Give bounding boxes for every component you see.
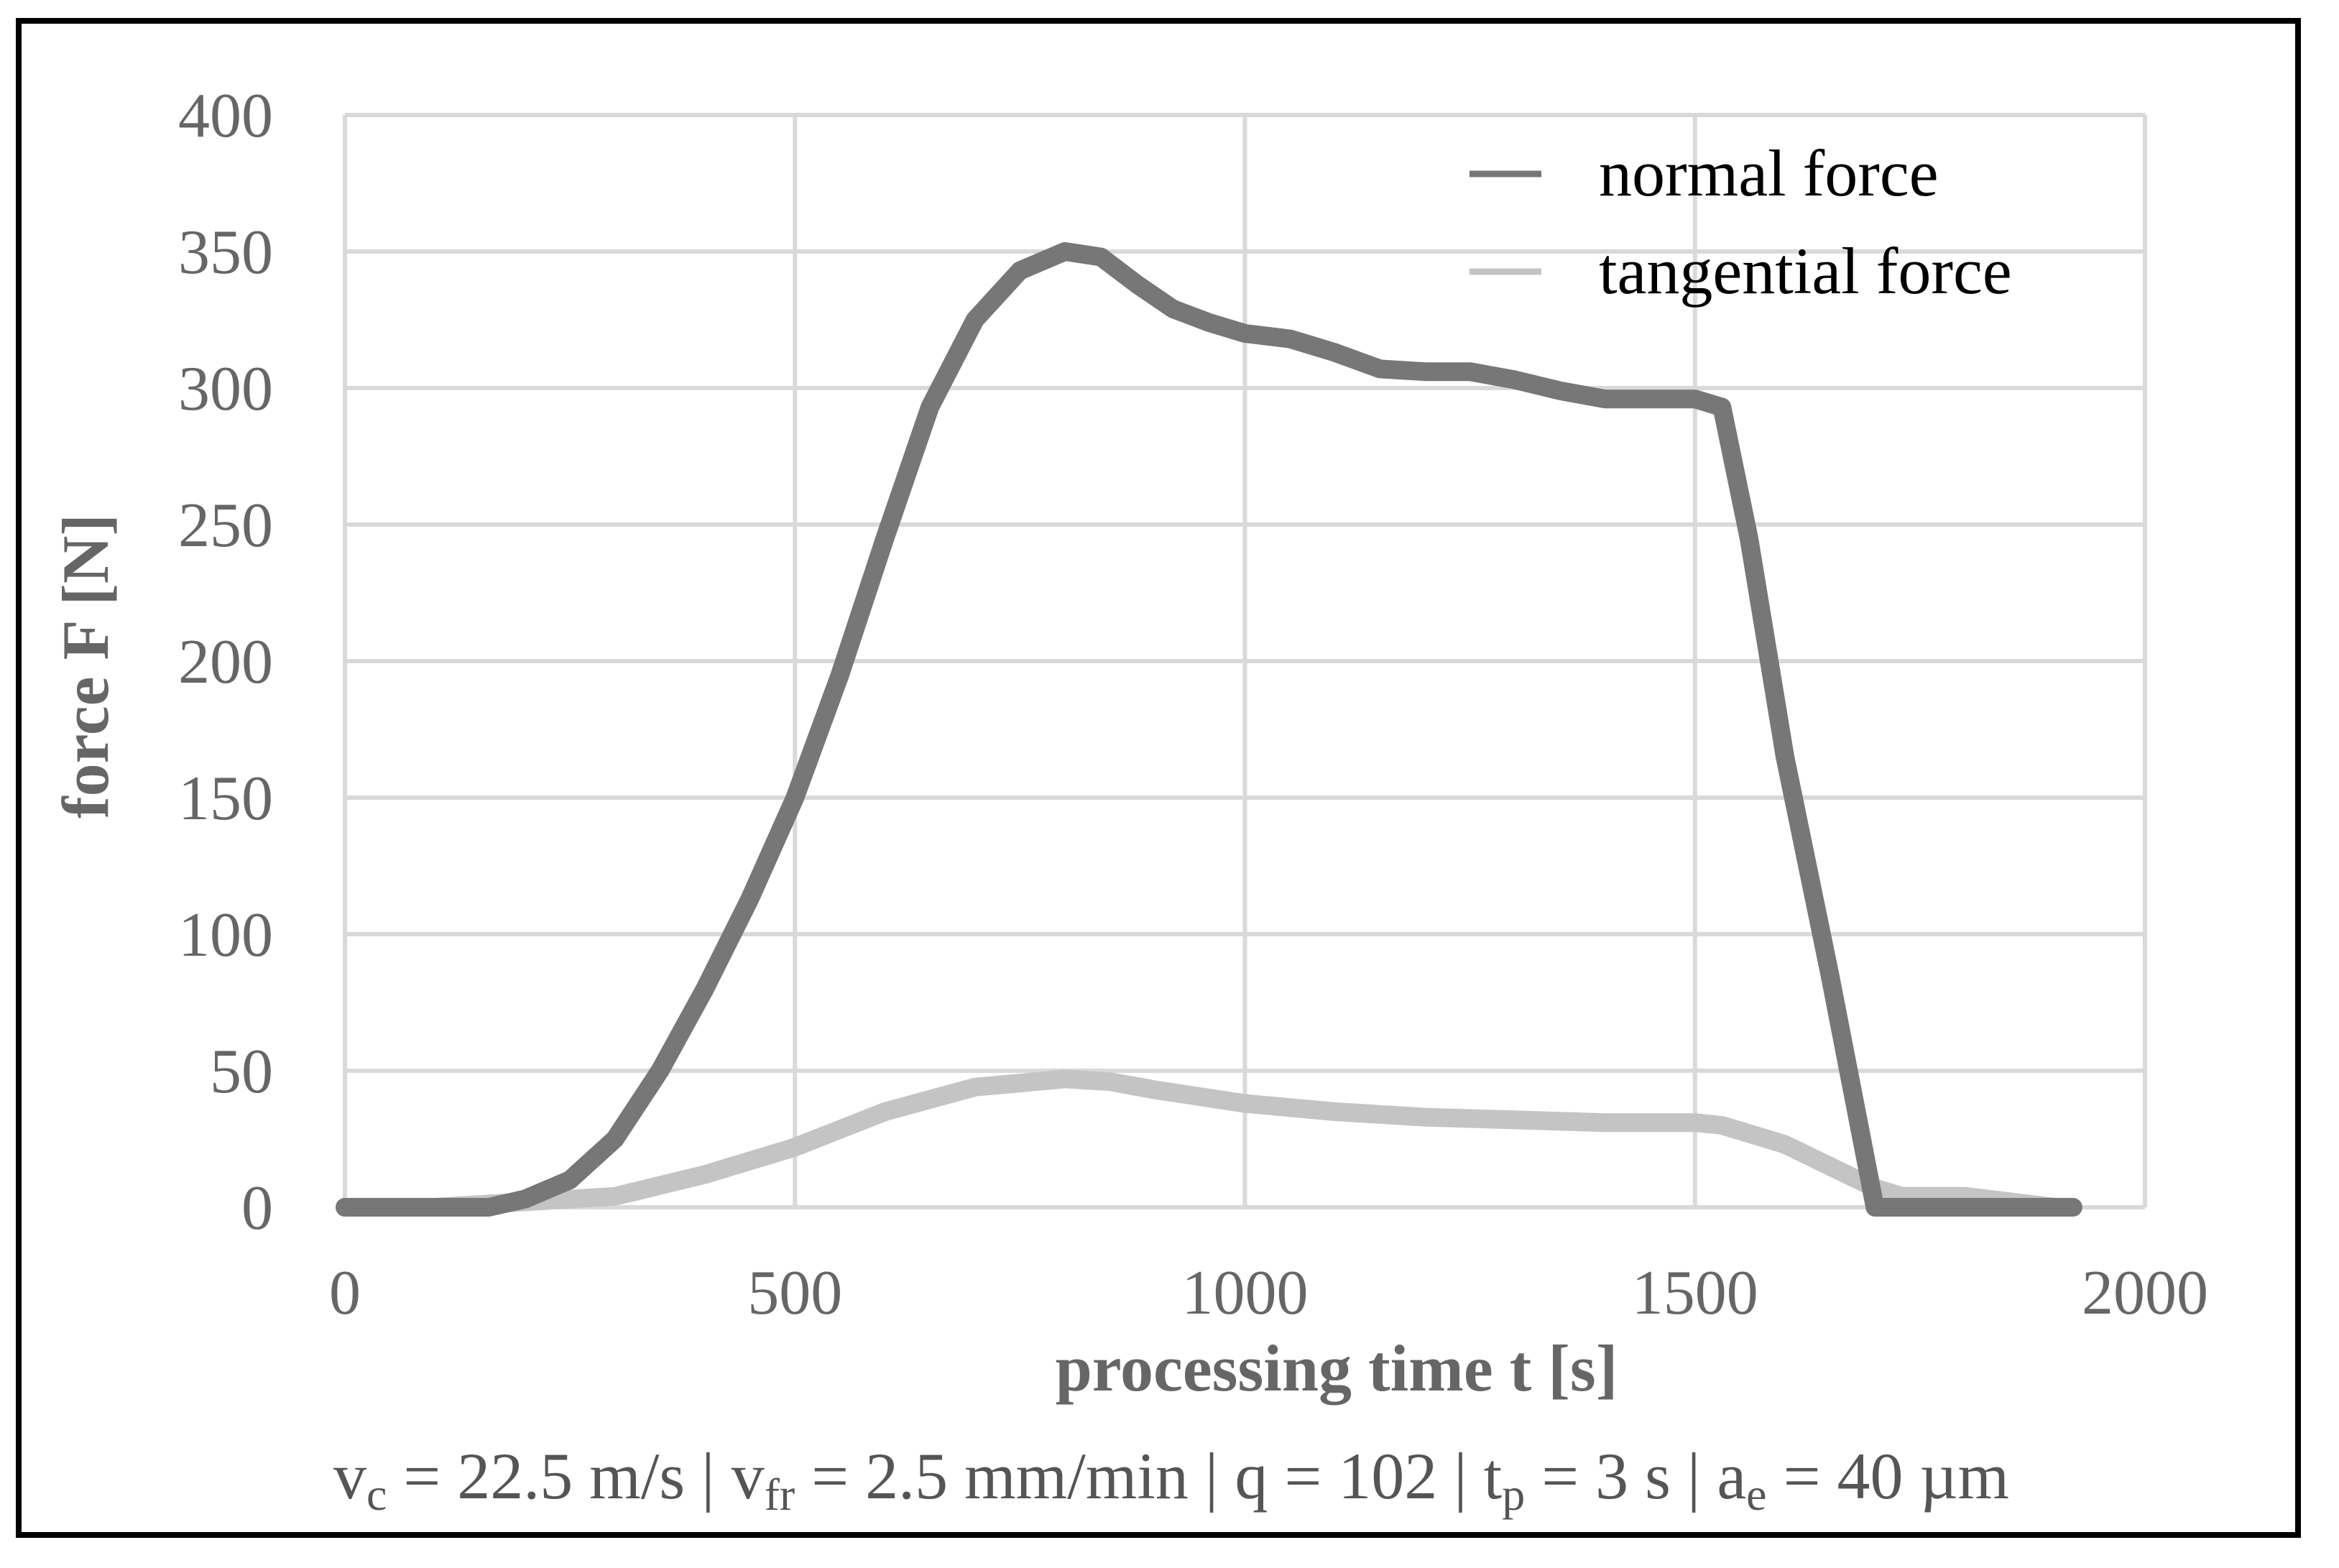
series-layer — [336, 242, 2082, 1217]
x-axis-title: processing time t [s] — [1056, 1332, 1618, 1405]
x-tick-labels: 0 500 1000 1500 2000 — [329, 1258, 2208, 1328]
grid — [343, 113, 2147, 1209]
tp-value: = 3 s | — [1525, 1439, 1717, 1513]
ae-symbol: a — [1717, 1439, 1746, 1513]
y-tick-labels: 0 50 100 150 200 250 300 350 400 — [178, 81, 273, 1243]
ae-value: = 40 µm — [1767, 1439, 2009, 1513]
vc-subscript: c — [366, 1469, 387, 1520]
vfr-symbol: v — [732, 1439, 765, 1513]
y-tick-label: 150 — [178, 764, 273, 834]
tp-symbol: t — [1484, 1439, 1503, 1513]
legend-label-tangential-force: tangential force — [1599, 234, 2012, 308]
vfr-value: = 2.5 mm/min | q = 102 | — [795, 1439, 1483, 1513]
vfr-subscript: fr — [765, 1469, 795, 1520]
y-tick-label: 400 — [178, 81, 273, 151]
x-tick-label: 2000 — [2082, 1258, 2208, 1328]
y-tick-label: 0 — [241, 1173, 273, 1243]
x-tick-label: 0 — [329, 1258, 361, 1328]
series-line-normal-force — [336, 242, 2082, 1217]
process-parameters: vc = 22.5 m/s | vfr = 2.5 mm/min | q = 1… — [333, 1439, 2009, 1520]
legend: normal force tangential force — [1470, 137, 2012, 308]
x-tick-label: 1000 — [1182, 1258, 1309, 1328]
x-tick-label: 1500 — [1632, 1258, 1758, 1328]
vc-symbol: v — [333, 1439, 366, 1513]
y-axis-title: force F [N] — [49, 514, 122, 818]
vc-value: = 22.5 m/s | — [387, 1439, 731, 1513]
y-tick-label: 100 — [178, 900, 273, 970]
legend-label-normal-force: normal force — [1599, 137, 1939, 210]
y-tick-label: 50 — [210, 1037, 273, 1107]
x-tick-label: 500 — [747, 1258, 842, 1328]
y-tick-label: 200 — [178, 627, 273, 697]
figure-frame — [16, 18, 2301, 1538]
tp-subscript: p — [1502, 1469, 1525, 1520]
y-tick-label: 300 — [178, 354, 273, 424]
y-tick-label: 250 — [178, 491, 273, 561]
ae-subscript: e — [1746, 1469, 1766, 1520]
y-tick-label: 350 — [178, 218, 273, 287]
